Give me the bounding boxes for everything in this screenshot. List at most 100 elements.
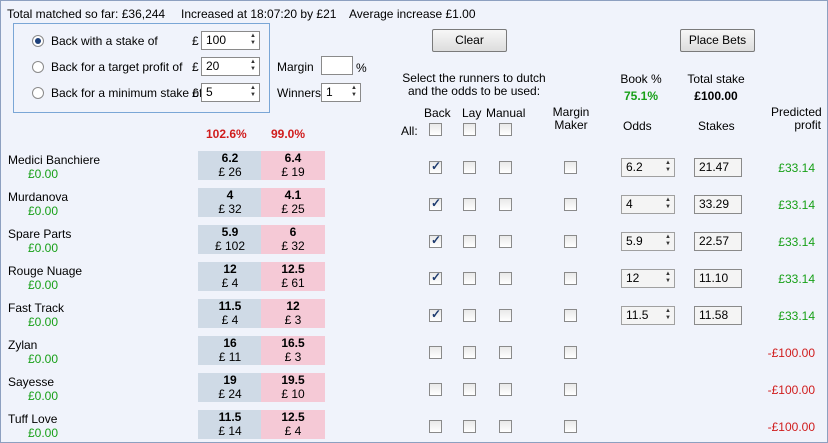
margin-maker-checkbox[interactable] — [564, 309, 577, 322]
spinner-arrows-icon[interactable]: ▲ ▼ — [665, 197, 671, 210]
lay-price-cell[interactable]: 6 £ 32 — [261, 225, 325, 254]
stake-field[interactable]: 11.58 — [694, 306, 742, 325]
runner-name: Sayesse — [8, 375, 55, 389]
back-price-cell[interactable]: 11.5 £ 14 — [198, 410, 262, 439]
lay-checkbox[interactable] — [463, 235, 476, 248]
runner-profit-loss: £0.00 — [28, 241, 59, 255]
margin-maker-checkbox[interactable] — [564, 383, 577, 396]
margin-maker-checkbox[interactable] — [564, 161, 577, 174]
margin-maker-checkbox[interactable] — [564, 420, 577, 433]
margin-maker-checkbox[interactable] — [564, 346, 577, 359]
lay-checkbox[interactable] — [463, 383, 476, 396]
min-stake-radio[interactable] — [32, 87, 44, 99]
min-stake-label: Back for a minimum stake of — [51, 86, 203, 100]
col-margin-maker-line-1: Margin — [552, 105, 590, 119]
odds-input[interactable]: 5.9 ▲ ▼ — [621, 232, 675, 251]
odds-input[interactable]: 4 ▲ ▼ — [621, 195, 675, 214]
target-profit-input[interactable]: 20 ▲ ▼ — [201, 57, 260, 76]
odds-value: 4 — [626, 197, 633, 211]
back-price-cell[interactable]: 6.2 £ 26 — [198, 151, 262, 180]
lay-price-cell[interactable]: 12 £ 3 — [261, 299, 325, 328]
back-checkbox[interactable] — [429, 270, 442, 285]
lay-price-cell[interactable]: 16.5 £ 3 — [261, 336, 325, 365]
spinner-arrows-icon[interactable]: ▲ ▼ — [250, 59, 256, 72]
manual-checkbox[interactable] — [499, 235, 512, 248]
spinner-arrows-icon[interactable]: ▲ ▼ — [665, 271, 671, 284]
spinner-arrows-icon[interactable]: ▲ ▼ — [351, 85, 357, 98]
stake-field[interactable]: 33.29 — [694, 195, 742, 214]
back-stake-option[interactable]: Back with a stake of — [32, 32, 158, 50]
manual-checkbox[interactable] — [499, 383, 512, 396]
back-price-cell[interactable]: 12 £ 4 — [198, 262, 262, 291]
back-price-cell[interactable]: 4 £ 32 — [198, 188, 262, 217]
lay-price-cell[interactable]: 12.5 £ 61 — [261, 262, 325, 291]
back-checkbox[interactable] — [429, 196, 442, 211]
manual-checkbox[interactable] — [499, 198, 512, 211]
spinner-arrows-icon[interactable]: ▲ ▼ — [665, 160, 671, 173]
stake-field[interactable]: 22.57 — [694, 232, 742, 251]
manual-checkbox[interactable] — [499, 346, 512, 359]
spinner-arrows-icon[interactable]: ▲ ▼ — [250, 33, 256, 46]
stake-field[interactable]: 11.10 — [694, 269, 742, 288]
lay-size: £ 25 — [281, 202, 305, 216]
back-stake-radio[interactable] — [32, 35, 44, 47]
back-price-cell[interactable]: 16 £ 11 — [198, 336, 262, 365]
lay-checkbox[interactable] — [463, 346, 476, 359]
lay-checkbox[interactable] — [463, 309, 476, 322]
lay-price-cell[interactable]: 6.4 £ 19 — [261, 151, 325, 180]
back-price-cell[interactable]: 5.9 £ 102 — [198, 225, 262, 254]
margin-input[interactable] — [321, 56, 353, 75]
back-checkbox[interactable] — [429, 346, 442, 359]
currency-symbol: £ — [192, 60, 199, 74]
runner-profit-loss: £0.00 — [28, 389, 59, 403]
stake-field[interactable]: 21.47 — [694, 158, 742, 177]
odds-input[interactable]: 6.2 ▲ ▼ — [621, 158, 675, 177]
winners-input[interactable]: 1 ▲ ▼ — [321, 83, 361, 102]
back-stake-input[interactable]: 100 ▲ ▼ — [201, 31, 260, 50]
select-all-label: All: — [401, 124, 418, 138]
min-stake-option[interactable]: Back for a minimum stake of — [32, 84, 202, 102]
lay-checkbox[interactable] — [463, 198, 476, 211]
back-price-cell[interactable]: 19 £ 24 — [198, 373, 262, 402]
target-profit-option[interactable]: Back for a target profit of — [32, 58, 182, 76]
manual-checkbox[interactable] — [499, 309, 512, 322]
min-stake-value: 5 — [206, 85, 213, 99]
place-bets-button[interactable]: Place Bets — [680, 29, 755, 52]
back-checkbox[interactable] — [429, 159, 442, 174]
stake-value: 21.47 — [699, 160, 730, 174]
back-checkbox[interactable] — [429, 420, 442, 433]
book-percent-label: Book % — [620, 72, 662, 86]
lay-price-cell[interactable]: 4.1 £ 25 — [261, 188, 325, 217]
odds-input[interactable]: 11.5 ▲ ▼ — [621, 306, 675, 325]
spinner-arrows-icon[interactable]: ▲ ▼ — [665, 234, 671, 247]
margin-maker-checkbox[interactable] — [564, 272, 577, 285]
lay-size: £ 3 — [284, 350, 302, 364]
manual-checkbox[interactable] — [499, 161, 512, 174]
select-all-back-checkbox[interactable] — [429, 123, 442, 136]
back-checkbox[interactable] — [429, 383, 442, 396]
lay-checkbox[interactable] — [463, 161, 476, 174]
margin-maker-checkbox[interactable] — [564, 235, 577, 248]
manual-checkbox[interactable] — [499, 272, 512, 285]
lay-odds: 12.5 — [281, 410, 305, 424]
lay-price-cell[interactable]: 19.5 £ 10 — [261, 373, 325, 402]
min-stake-input[interactable]: 5 ▲ ▼ — [201, 83, 260, 102]
spinner-arrows-icon[interactable]: ▲ ▼ — [665, 308, 671, 321]
clear-button[interactable]: Clear — [432, 29, 507, 52]
lay-size: £ 19 — [281, 165, 305, 179]
select-all-lay-checkbox[interactable] — [463, 123, 476, 136]
manual-checkbox[interactable] — [499, 420, 512, 433]
back-odds: 19 — [223, 373, 237, 387]
spinner-arrows-icon[interactable]: ▲ ▼ — [250, 85, 256, 98]
select-all-manual-checkbox[interactable] — [499, 123, 512, 136]
target-profit-radio[interactable] — [32, 61, 44, 73]
lay-checkbox[interactable] — [463, 272, 476, 285]
back-price-cell[interactable]: 11.5 £ 4 — [198, 299, 262, 328]
lay-price-cell[interactable]: 12.5 £ 4 — [261, 410, 325, 439]
col-predicted-line-2: profit — [794, 118, 821, 132]
back-checkbox[interactable] — [429, 307, 442, 322]
margin-maker-checkbox[interactable] — [564, 198, 577, 211]
odds-input[interactable]: 12 ▲ ▼ — [621, 269, 675, 288]
lay-checkbox[interactable] — [463, 420, 476, 433]
back-checkbox[interactable] — [429, 233, 442, 248]
